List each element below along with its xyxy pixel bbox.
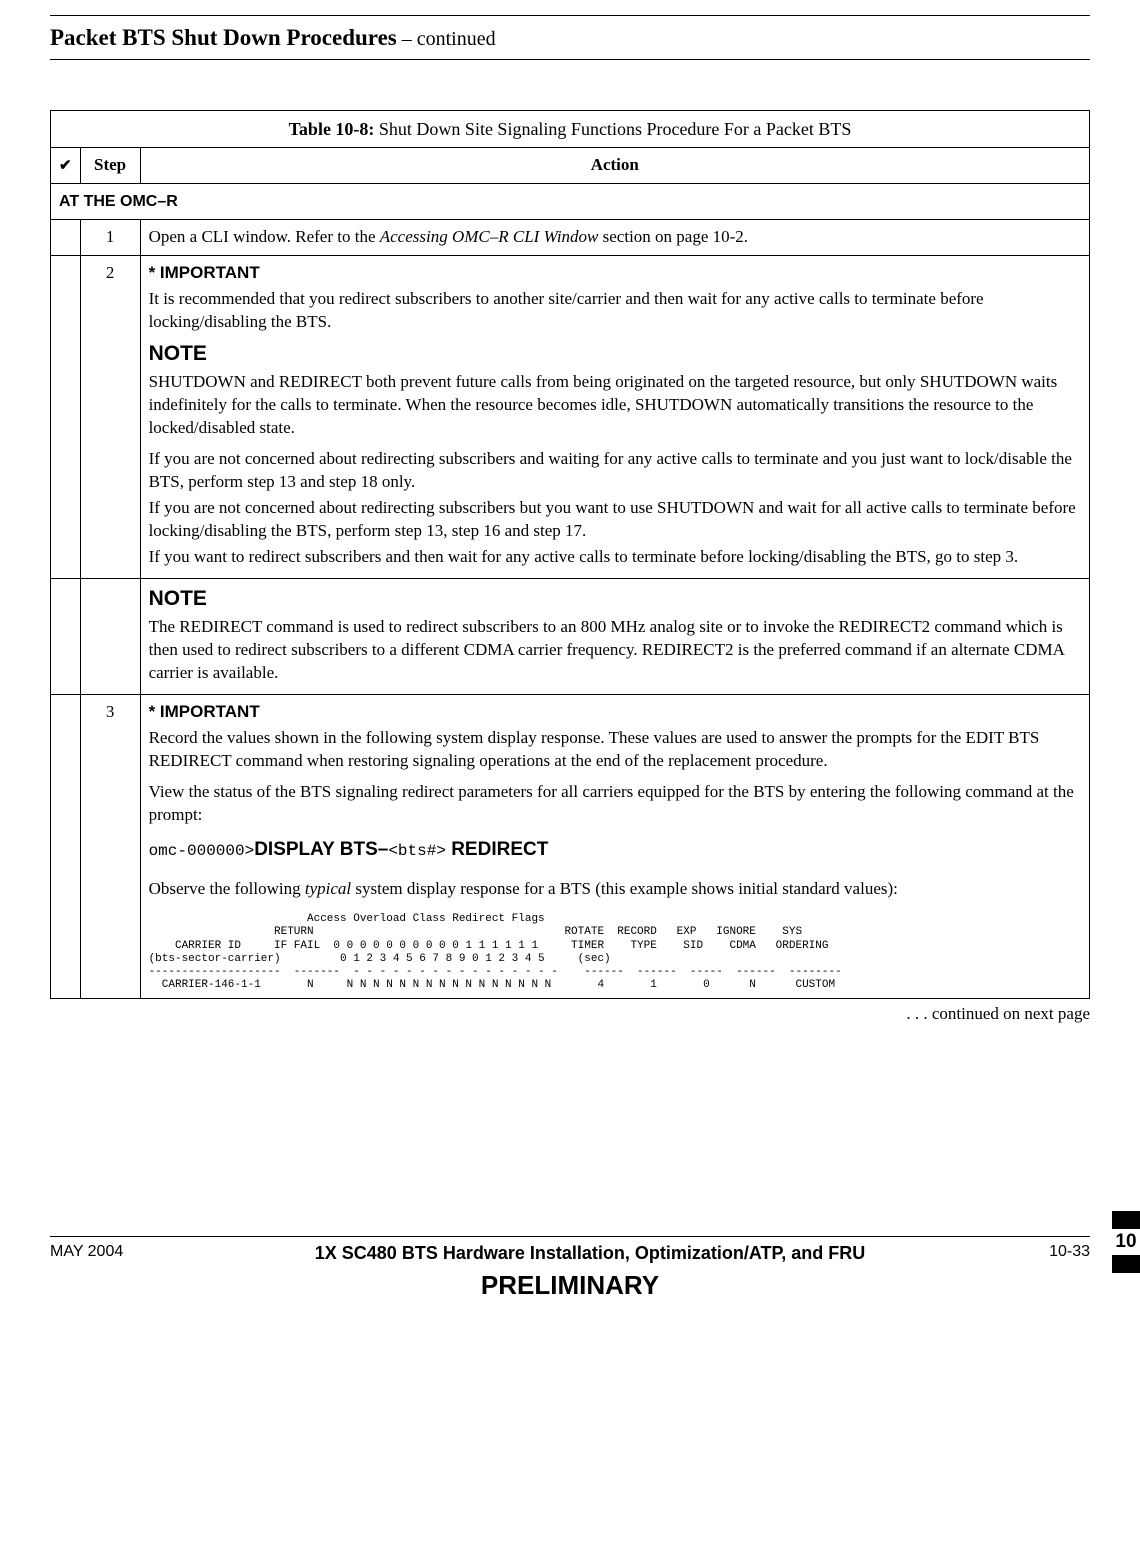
table-row: NOTE The REDIRECT command is used to red…: [51, 578, 1090, 694]
step-header: Step: [80, 148, 140, 184]
page-footer: MAY 2004 1X SC480 BTS Hardware Installat…: [50, 1236, 1090, 1302]
important-header: * IMPORTANT: [149, 701, 1081, 724]
side-tab-block-top: [1112, 1211, 1140, 1229]
observe-line: Observe the following typical system dis…: [149, 878, 1081, 901]
cmd-prompt: omc-000000>: [149, 842, 255, 860]
step-cell: 3: [80, 694, 140, 998]
step-cell: 2: [80, 256, 140, 579]
r3-p1: View the status of the BTS signaling red…: [149, 781, 1081, 827]
table-title-cell: Table 10-8: Shut Down Site Signaling Fun…: [51, 111, 1090, 148]
r2-p2: If you are not concerned about redirecti…: [149, 497, 1081, 543]
page-title-bold: Packet BTS Shut Down Procedures: [50, 25, 397, 50]
r2-p1: If you are not concerned about redirecti…: [149, 448, 1081, 494]
note-header: NOTE: [149, 585, 1081, 613]
check-cell[interactable]: [51, 694, 81, 998]
page-title-cont: – continued: [397, 28, 496, 50]
section-header-text: AT THE OMC–R: [59, 193, 178, 210]
cmd-bold-2: REDIRECT: [446, 839, 548, 860]
continued-note: . . . continued on next page: [50, 1003, 1090, 1026]
important-body: Record the values shown in the following…: [149, 727, 1081, 773]
cmd-arg: <bts#>: [388, 842, 446, 860]
cmd-bold-1: DISPLAY BTS–: [254, 839, 388, 860]
step-cell: 1: [80, 220, 140, 256]
footer-date: MAY 2004: [50, 1241, 190, 1263]
footer-row: MAY 2004 1X SC480 BTS Hardware Installat…: [50, 1241, 1090, 1265]
note-body: SHUTDOWN and REDIRECT both prevent futur…: [149, 371, 1081, 440]
action-cell: Open a CLI window. Refer to the Accessin…: [140, 220, 1089, 256]
side-tab-block-bottom: [1112, 1255, 1140, 1273]
spacer: [50, 60, 1090, 110]
cli-output-block: Access Overload Class Redirect Flags RET…: [149, 913, 1081, 992]
table-row: 3 * IMPORTANT Record the values shown in…: [51, 694, 1090, 998]
procedure-table: Table 10-8: Shut Down Site Signaling Fun…: [50, 110, 1090, 999]
section-header-row: AT THE OMC–R: [51, 184, 1090, 220]
r1-text-a: Open a CLI window. Refer to the: [149, 227, 380, 246]
footer-center: 1X SC480 BTS Hardware Installation, Opti…: [190, 1241, 990, 1265]
footer-page-number: 10-33: [990, 1241, 1090, 1263]
note-body: The REDIRECT command is used to redirect…: [149, 616, 1081, 685]
check-cell[interactable]: [51, 578, 81, 694]
important-body: It is recommended that you redirect subs…: [149, 288, 1081, 334]
check-cell[interactable]: [51, 220, 81, 256]
preliminary-label: PRELIMINARY: [50, 1268, 1090, 1303]
r1-text-italic: Accessing OMC–R CLI Window: [380, 227, 599, 246]
action-cell: * IMPORTANT Record the values shown in t…: [140, 694, 1089, 998]
r1-text-b: section on page 10-2.: [598, 227, 748, 246]
note-header: NOTE: [149, 340, 1081, 368]
action-cell: NOTE The REDIRECT command is used to red…: [140, 578, 1089, 694]
table-row: 1 Open a CLI window. Refer to the Access…: [51, 220, 1090, 256]
action-header: Action: [140, 148, 1089, 184]
footer-rule: [50, 1236, 1090, 1237]
obs-a: Observe the following: [149, 879, 305, 898]
obs-italic: typical: [305, 879, 351, 898]
side-tab-number: 10: [1112, 1229, 1140, 1255]
action-cell: * IMPORTANT It is recommended that you r…: [140, 256, 1089, 579]
table-header-row: ✔ Step Action: [51, 148, 1090, 184]
table-row: 2 * IMPORTANT It is recommended that you…: [51, 256, 1090, 579]
table-title-row: Table 10-8: Shut Down Site Signaling Fun…: [51, 111, 1090, 148]
check-header: ✔: [51, 148, 81, 184]
section-header-cell: AT THE OMC–R: [51, 184, 1090, 220]
command-line: omc-000000>DISPLAY BTS–<bts#> REDIRECT: [149, 837, 1081, 863]
check-mark-icon: ✔: [59, 158, 72, 174]
side-tab: 10: [1112, 1211, 1140, 1273]
obs-b: system display response for a BTS (this …: [351, 879, 898, 898]
check-cell[interactable]: [51, 256, 81, 579]
table-title-bold: Table 10-8:: [289, 119, 375, 139]
r2-p3: If you want to redirect subscribers and …: [149, 546, 1081, 569]
top-rule: [50, 15, 1090, 16]
important-header: * IMPORTANT: [149, 262, 1081, 285]
table-title-rest: Shut Down Site Signaling Functions Proce…: [374, 119, 851, 139]
step-cell: [80, 578, 140, 694]
page-title-line: Packet BTS Shut Down Procedures – contin…: [50, 22, 1090, 53]
